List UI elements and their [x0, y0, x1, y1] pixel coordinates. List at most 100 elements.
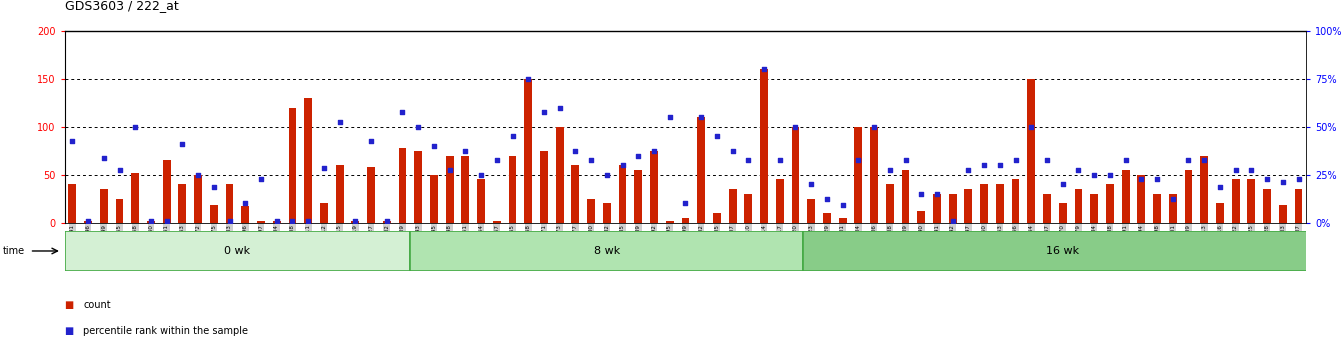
Point	[203, 184, 224, 190]
Point	[848, 158, 870, 163]
Bar	[194, 175, 202, 223]
Bar	[1027, 79, 1035, 223]
Bar	[1200, 156, 1208, 223]
Point	[329, 119, 351, 125]
Bar	[603, 203, 610, 223]
Point	[597, 172, 618, 177]
Point	[1224, 167, 1246, 172]
Point	[172, 141, 194, 147]
Bar	[116, 199, 124, 223]
Bar	[226, 184, 234, 223]
Bar	[792, 127, 800, 223]
Point	[125, 124, 146, 130]
Bar	[1090, 194, 1098, 223]
Bar	[1106, 184, 1114, 223]
Point	[439, 167, 461, 172]
Point	[1193, 158, 1215, 163]
Bar	[1294, 189, 1302, 223]
Bar	[681, 218, 689, 223]
Point	[659, 115, 680, 120]
Point	[973, 162, 995, 168]
Bar	[870, 127, 878, 223]
Text: 0 wk: 0 wk	[224, 246, 250, 256]
Bar	[1247, 179, 1255, 223]
Point	[1241, 167, 1262, 172]
Bar	[1153, 194, 1161, 223]
Point	[644, 148, 665, 154]
Point	[344, 218, 366, 223]
Point	[1288, 177, 1309, 182]
Bar	[1216, 203, 1224, 223]
Point	[391, 110, 413, 115]
Point	[78, 218, 99, 223]
Bar	[1012, 179, 1020, 223]
Bar	[965, 189, 972, 223]
Text: ■: ■	[65, 326, 74, 336]
Point	[816, 196, 837, 201]
Point	[1130, 177, 1152, 182]
Bar	[132, 173, 140, 223]
Point	[313, 165, 335, 171]
Point	[376, 218, 398, 223]
Point	[140, 218, 161, 223]
Bar	[933, 194, 941, 223]
Bar	[1279, 205, 1286, 223]
Bar	[761, 69, 767, 223]
Bar	[461, 156, 469, 223]
Bar	[399, 148, 406, 223]
Point	[297, 218, 319, 223]
Point	[219, 218, 241, 223]
Point	[62, 138, 83, 144]
Point	[1271, 179, 1293, 185]
Point	[109, 167, 130, 172]
Bar	[524, 79, 532, 223]
Point	[691, 115, 712, 120]
Bar	[367, 167, 375, 223]
Bar	[163, 160, 171, 223]
Bar	[430, 175, 438, 223]
Point	[785, 124, 806, 130]
Point	[895, 158, 917, 163]
Bar	[775, 179, 784, 223]
Point	[989, 162, 1011, 168]
Point	[958, 167, 980, 172]
Bar	[242, 206, 249, 223]
Bar	[1184, 170, 1192, 223]
Text: 8 wk: 8 wk	[594, 246, 620, 256]
Point	[879, 167, 900, 172]
Point	[235, 200, 257, 206]
Bar	[85, 220, 91, 223]
Bar	[996, 184, 1004, 223]
Bar	[823, 213, 831, 223]
Point	[1020, 124, 1042, 130]
Bar	[383, 220, 391, 223]
Point	[738, 158, 759, 163]
Bar	[634, 170, 642, 223]
Point	[1146, 177, 1168, 182]
Bar	[886, 184, 894, 223]
Bar	[304, 98, 312, 223]
Bar	[289, 108, 297, 223]
Bar	[855, 127, 863, 223]
Point	[1163, 196, 1184, 201]
Point	[1210, 184, 1231, 190]
Bar	[69, 184, 77, 223]
Point	[187, 172, 208, 177]
Point	[581, 158, 602, 163]
Bar	[1137, 175, 1145, 223]
Point	[1177, 158, 1199, 163]
Point	[769, 158, 790, 163]
Text: 16 wk: 16 wk	[1046, 246, 1079, 256]
Bar	[1169, 194, 1177, 223]
FancyBboxPatch shape	[804, 231, 1322, 271]
Text: percentile rank within the sample: percentile rank within the sample	[83, 326, 249, 336]
Point	[564, 148, 586, 154]
Bar	[540, 151, 548, 223]
Text: count: count	[83, 300, 112, 310]
FancyBboxPatch shape	[65, 231, 410, 271]
Bar	[556, 127, 563, 223]
Point	[1099, 172, 1121, 177]
Point	[266, 218, 288, 223]
Bar	[571, 165, 579, 223]
Bar	[99, 189, 108, 223]
